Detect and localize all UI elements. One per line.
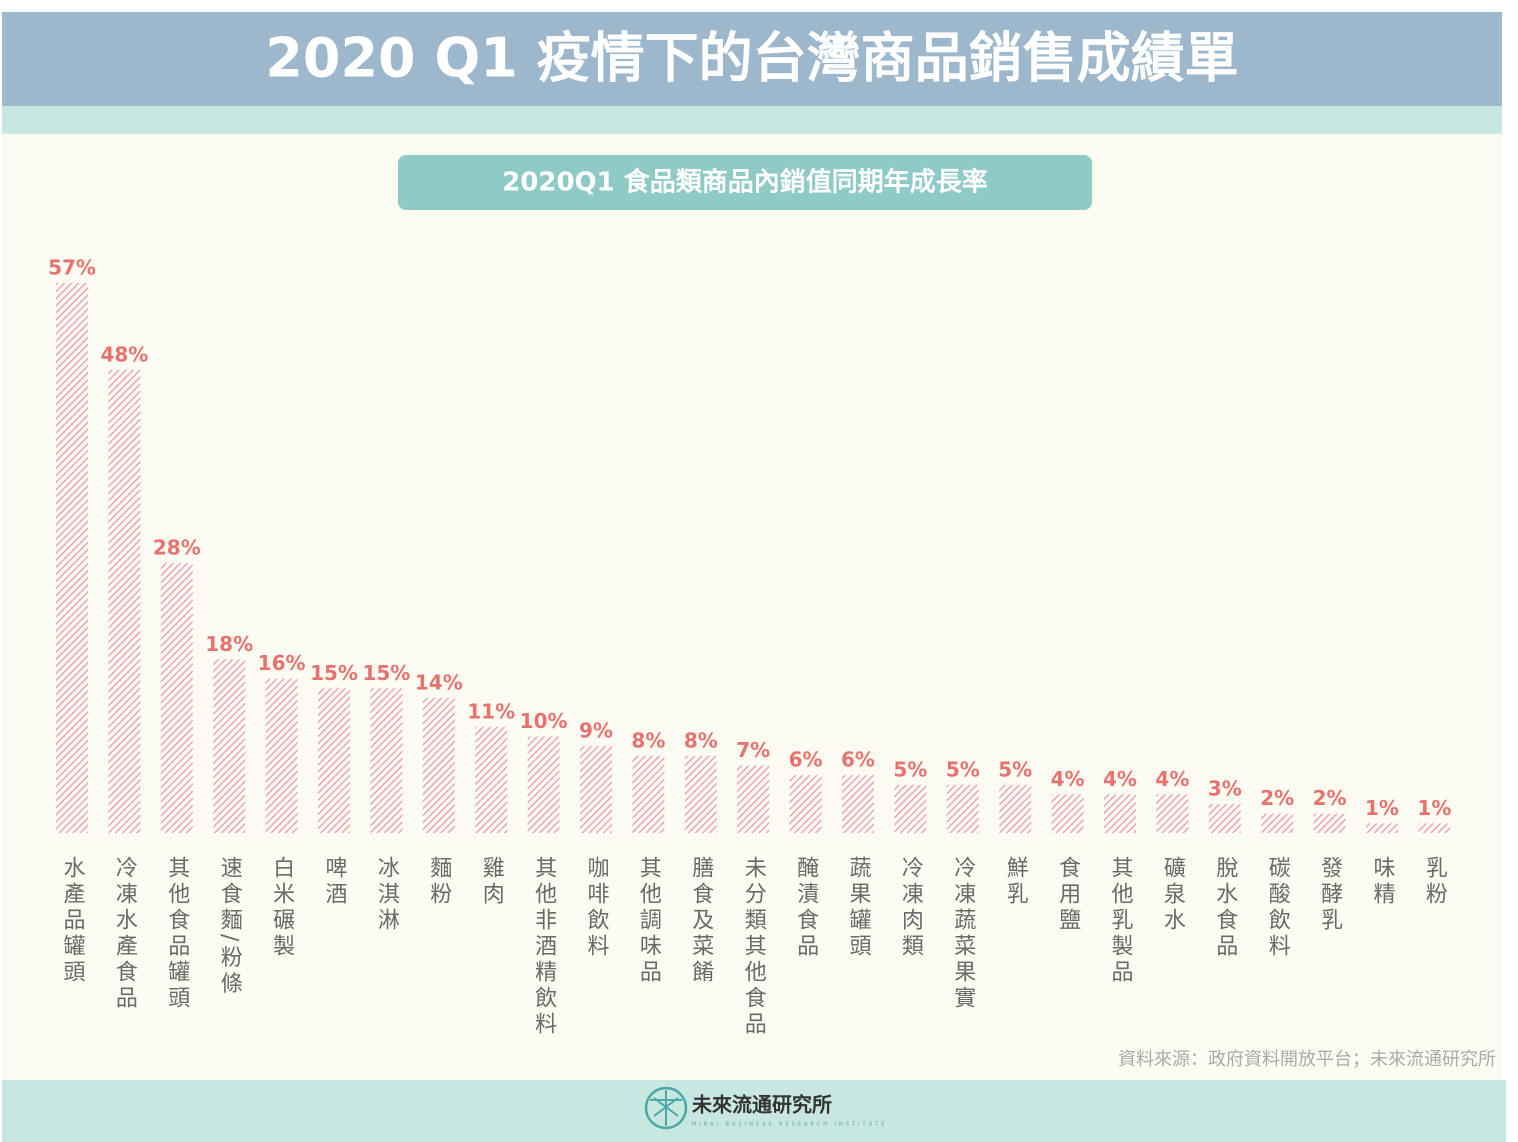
logo-icon <box>644 1086 688 1130</box>
bar <box>684 755 717 833</box>
value-label: 5% <box>946 757 980 781</box>
chart-title: 2020 Q1 疫情下的台灣商品銷售成績單 <box>265 27 1238 90</box>
bar <box>422 697 455 833</box>
logo-icon-lines <box>650 1090 682 1126</box>
source-note: 資料來源：政府資料開放平台；未來流通研究所 <box>1118 1049 1496 1070</box>
value-label: 2% <box>1260 786 1294 810</box>
value-label: 5% <box>998 757 1032 781</box>
footer-band <box>2 1080 1506 1142</box>
x-tick-label: 脫水食品 <box>1212 856 1238 960</box>
x-tick-label: 未分類其他食品 <box>741 856 767 1038</box>
bar <box>1366 823 1398 833</box>
value-label: 5% <box>893 757 927 781</box>
x-tick-label: 水產品罐頭 <box>60 856 86 986</box>
bar <box>56 282 88 833</box>
x-tick-label: 其他乳製品 <box>1108 856 1134 986</box>
x-tick-label: 白米碾製 <box>269 856 295 960</box>
value-label: 4% <box>1103 767 1137 791</box>
value-label: 4% <box>1051 767 1085 791</box>
bar <box>108 369 141 833</box>
bar <box>946 784 979 833</box>
bar <box>737 765 770 833</box>
value-label: 18% <box>205 632 253 656</box>
logo-text: 未來流通研究所 <box>692 1093 832 1117</box>
x-tick-label: 食用鹽 <box>1055 856 1081 934</box>
x-tick-label: 麵粉 <box>426 856 452 908</box>
bar <box>789 775 822 833</box>
logo-subtitle: MIRAI BUSINESS RESEARCH INSTITUTE <box>692 1122 887 1128</box>
subtitle-box <box>398 155 1092 210</box>
value-label: 3% <box>1208 777 1242 801</box>
header-band <box>2 12 1502 106</box>
x-tick-label: 礦泉水 <box>1160 856 1186 934</box>
x-tick-label: 乳粉 <box>1422 856 1448 908</box>
value-label: 1% <box>1365 796 1399 820</box>
bar <box>1261 813 1294 833</box>
bar <box>370 688 403 833</box>
bar <box>475 726 508 833</box>
value-label: 8% <box>631 728 665 752</box>
x-tick-label: 啤酒 <box>322 856 348 908</box>
bar <box>1418 823 1451 833</box>
x-tick-label: 蔬果罐頭 <box>846 856 872 960</box>
bar <box>632 755 665 833</box>
bar <box>160 562 193 833</box>
x-tick-label: 醃漬食品 <box>793 856 819 960</box>
x-tick-label: 其他調味品 <box>636 856 662 986</box>
value-label: 16% <box>258 651 306 675</box>
chart-subtitle: 2020Q1 食品類商品內銷值同期年成長率 <box>502 167 988 198</box>
value-label: 10% <box>520 709 568 733</box>
bar <box>1156 794 1189 833</box>
bar <box>1313 813 1346 833</box>
value-label: 9% <box>579 719 613 743</box>
x-tick-label: 發酵乳 <box>1317 856 1343 934</box>
bar <box>265 678 298 833</box>
bar <box>580 746 612 833</box>
value-label: 11% <box>467 699 515 723</box>
x-tick-label: 味精 <box>1370 856 1396 908</box>
value-label: 48% <box>100 342 148 366</box>
x-tick-label: 速食麵/粉條 <box>217 856 243 997</box>
bar <box>842 775 874 833</box>
header-stripe <box>2 106 1502 134</box>
logo: 未來流通研究所 MIRAI BUSINESS RESEARCH INSTITUT… <box>644 1086 887 1130</box>
x-tick-label: 碳酸飲料 <box>1265 856 1291 960</box>
value-label: 14% <box>415 670 463 694</box>
x-tick-label: 其他食品罐頭 <box>164 856 190 1012</box>
value-label: 2% <box>1313 786 1347 810</box>
value-label: 6% <box>841 748 875 772</box>
x-tick-label: 冷凍肉類 <box>898 856 924 960</box>
value-label: 28% <box>153 535 201 559</box>
bar <box>213 659 246 833</box>
bar <box>527 736 560 833</box>
x-tick-label: 冷凍水產食品 <box>112 856 138 1012</box>
x-tick-label: 冷凍蔬菜果實 <box>950 856 976 1012</box>
value-label: 57% <box>48 255 96 279</box>
bar <box>999 784 1032 833</box>
x-tick-label: 其他非酒精飲料 <box>531 856 557 1038</box>
x-tick-label: 膳食及菜餚 <box>688 856 714 986</box>
bar <box>1104 794 1136 833</box>
bar <box>1051 794 1084 833</box>
x-tick-label: 咖啡飲料 <box>584 856 610 960</box>
value-label: 15% <box>310 661 358 685</box>
x-tick-label: 鮮乳 <box>1003 856 1029 908</box>
bar <box>894 784 927 833</box>
bar <box>1208 804 1241 833</box>
value-label: 6% <box>789 748 823 772</box>
bar <box>318 688 350 833</box>
value-label: 7% <box>736 738 770 762</box>
content-bg <box>2 134 1502 1080</box>
value-label: 1% <box>1417 796 1451 820</box>
x-tick-label: 雞肉 <box>479 856 505 908</box>
x-tick-label: 冰淇淋 <box>374 856 400 934</box>
value-label: 8% <box>684 728 718 752</box>
value-label: 15% <box>362 661 410 685</box>
value-label: 4% <box>1155 767 1189 791</box>
